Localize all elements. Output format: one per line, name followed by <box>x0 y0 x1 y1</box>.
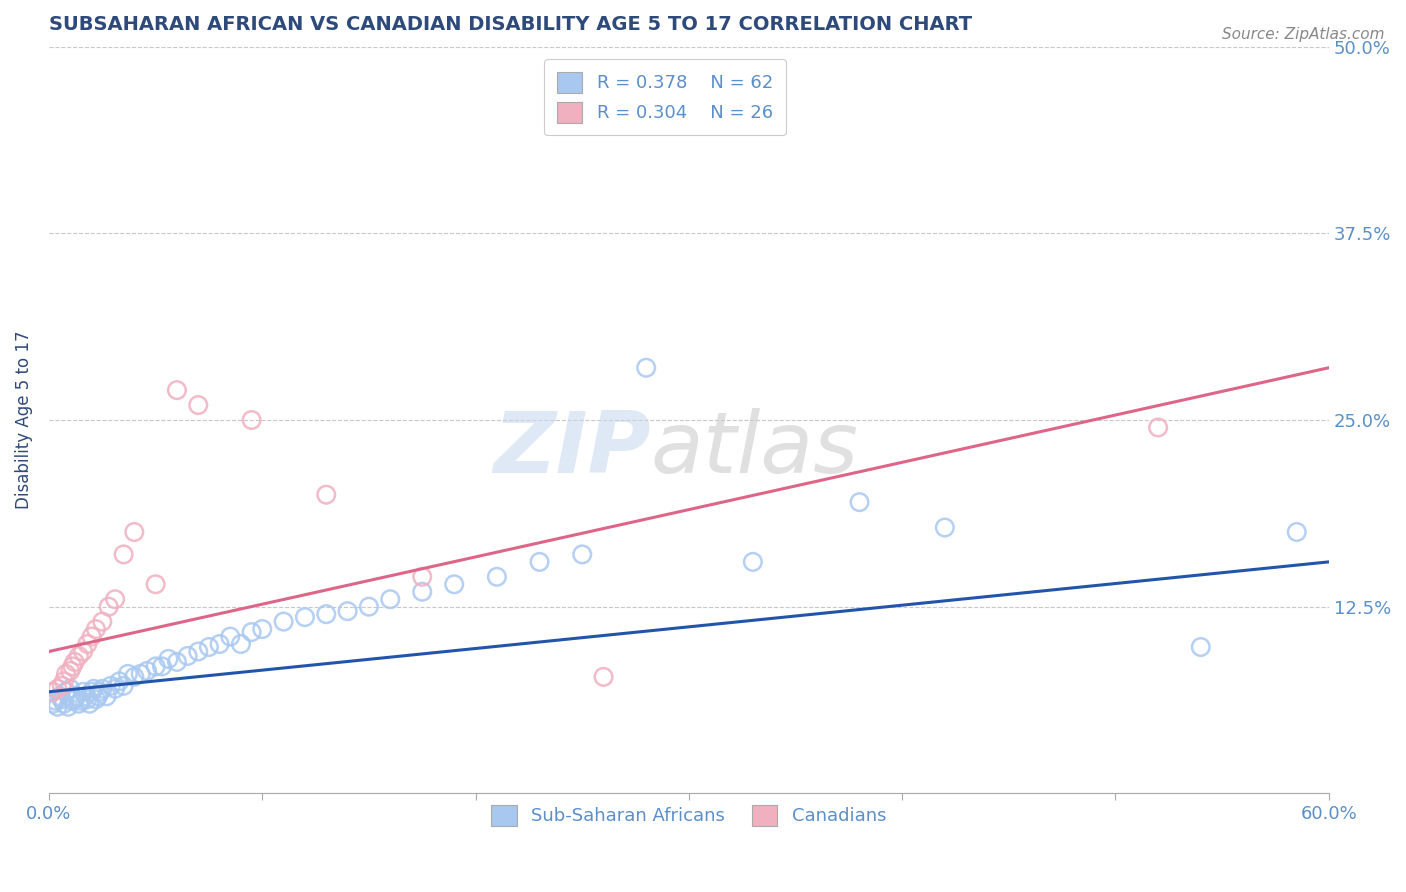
Point <box>145 577 167 591</box>
Point <box>59 664 82 678</box>
Point <box>79 697 101 711</box>
Point <box>411 584 433 599</box>
Point <box>741 555 763 569</box>
Point <box>91 615 114 629</box>
Point <box>294 610 316 624</box>
Point <box>66 690 89 704</box>
Point <box>166 383 188 397</box>
Point <box>229 637 252 651</box>
Point <box>187 644 209 658</box>
Point <box>411 570 433 584</box>
Point <box>934 520 956 534</box>
Point <box>112 679 135 693</box>
Point <box>52 697 75 711</box>
Point <box>89 685 111 699</box>
Text: atlas: atlas <box>651 409 859 491</box>
Point <box>42 697 65 711</box>
Point <box>166 655 188 669</box>
Point <box>176 648 198 663</box>
Point <box>55 666 77 681</box>
Point <box>443 577 465 591</box>
Point <box>67 697 90 711</box>
Point <box>273 615 295 629</box>
Point <box>157 652 180 666</box>
Point <box>46 681 69 696</box>
Point <box>380 592 402 607</box>
Point <box>636 360 658 375</box>
Point <box>187 398 209 412</box>
Point <box>129 666 152 681</box>
Point <box>1189 640 1212 654</box>
Point <box>571 548 593 562</box>
Point <box>70 694 93 708</box>
Point <box>240 413 263 427</box>
Point <box>1285 524 1308 539</box>
Point <box>848 495 870 509</box>
Point <box>198 640 221 654</box>
Point <box>117 666 139 681</box>
Point <box>72 685 94 699</box>
Point <box>72 644 94 658</box>
Point <box>529 555 551 569</box>
Point <box>100 679 122 693</box>
Point <box>315 488 337 502</box>
Point <box>84 692 107 706</box>
Point <box>51 692 73 706</box>
Point <box>44 694 66 708</box>
Point <box>112 548 135 562</box>
Point <box>91 681 114 696</box>
Point <box>357 599 380 614</box>
Point <box>150 659 173 673</box>
Point <box>96 690 118 704</box>
Point <box>208 637 231 651</box>
Point <box>83 681 105 696</box>
Text: SUBSAHARAN AFRICAN VS CANADIAN DISABILITY AGE 5 TO 17 CORRELATION CHART: SUBSAHARAN AFRICAN VS CANADIAN DISABILIT… <box>49 15 972 34</box>
Point <box>42 685 65 699</box>
Y-axis label: Disability Age 5 to 17: Disability Age 5 to 17 <box>15 331 32 509</box>
Point <box>124 670 146 684</box>
Point <box>67 648 90 663</box>
Point <box>485 570 508 584</box>
Point <box>59 681 82 696</box>
Point <box>240 625 263 640</box>
Point <box>87 690 110 704</box>
Point <box>80 685 103 699</box>
Point <box>252 622 274 636</box>
Point <box>52 674 75 689</box>
Point <box>104 681 127 696</box>
Point <box>63 692 86 706</box>
Point <box>84 622 107 636</box>
Point <box>124 524 146 539</box>
Point <box>62 694 84 708</box>
Point <box>46 699 69 714</box>
Point <box>62 659 84 673</box>
Point <box>1147 420 1170 434</box>
Point <box>63 655 86 669</box>
Legend: Sub-Saharan Africans, Canadians: Sub-Saharan Africans, Canadians <box>481 794 897 837</box>
Point <box>48 690 70 704</box>
Point <box>108 674 131 689</box>
Text: Source: ZipAtlas.com: Source: ZipAtlas.com <box>1222 27 1385 42</box>
Point <box>76 637 98 651</box>
Point <box>76 692 98 706</box>
Point <box>336 604 359 618</box>
Point <box>136 664 159 678</box>
Point <box>55 685 77 699</box>
Point <box>592 670 614 684</box>
Point <box>75 690 97 704</box>
Point <box>80 630 103 644</box>
Text: ZIP: ZIP <box>494 409 651 491</box>
Point <box>104 592 127 607</box>
Point <box>97 599 120 614</box>
Point <box>56 699 79 714</box>
Point <box>315 607 337 622</box>
Point <box>145 659 167 673</box>
Point <box>51 679 73 693</box>
Point <box>219 630 242 644</box>
